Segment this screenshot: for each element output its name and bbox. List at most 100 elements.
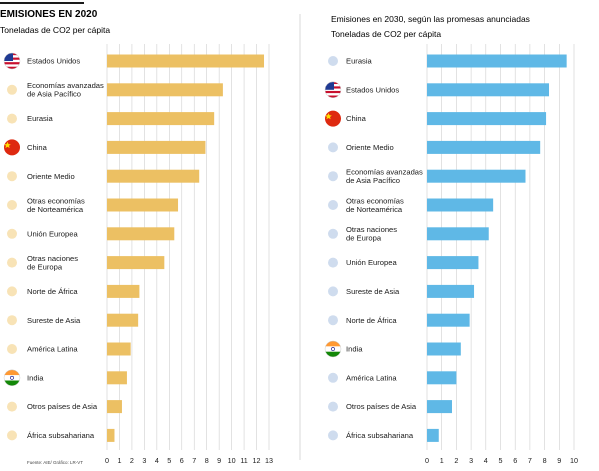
category-label: África subsahariana — [27, 431, 95, 440]
dot-icon — [7, 228, 17, 239]
bar — [427, 400, 452, 414]
dot-icon — [7, 200, 17, 210]
bar — [107, 140, 206, 154]
dot-icon — [328, 142, 338, 153]
dot-icon — [7, 286, 17, 297]
bar — [427, 428, 439, 442]
bar — [107, 83, 223, 97]
bar — [427, 256, 479, 270]
dot-icon — [328, 228, 338, 239]
bar — [107, 284, 140, 298]
x-tick-label: 7 — [192, 456, 196, 465]
bar — [427, 371, 457, 385]
category-label: Otras economías de Norteamérica — [27, 196, 85, 213]
us-flag-icon — [3, 52, 21, 70]
left-chart: Estados Unidos Economías avanzadas de Asia… — [3, 44, 273, 465]
bar — [427, 54, 567, 68]
dot-icon — [328, 171, 338, 182]
category-label: China — [27, 143, 48, 152]
x-tick-label: 1 — [440, 456, 444, 465]
category-label: Norte de África — [346, 316, 397, 325]
dot-icon — [328, 56, 338, 66]
category-label: América Latina — [27, 345, 78, 354]
dot-icon — [7, 401, 17, 412]
category-label: Otros países de Asia — [346, 402, 417, 411]
x-tick-label: 8 — [543, 456, 547, 465]
bar — [427, 83, 550, 97]
source-note: Fuente: AIE/ Gráfico: LR-VT — [27, 460, 83, 465]
category-label: Estados Unidos — [346, 85, 399, 94]
x-tick-label: 9 — [217, 456, 221, 465]
x-tick-label: 5 — [499, 456, 503, 465]
india-flag-icon — [324, 340, 342, 358]
us-flag-icon — [324, 81, 342, 99]
x-tick-label: 4 — [484, 456, 488, 465]
x-tick-label: 7 — [528, 456, 532, 465]
category-label: India — [346, 345, 363, 354]
bar — [427, 169, 526, 183]
dot-icon — [7, 344, 17, 354]
category-label: Oriente Medio — [346, 143, 394, 152]
x-tick-label: 10 — [570, 456, 578, 465]
category-label: Sureste de Asia — [27, 316, 81, 325]
category-label: Eurasia — [346, 57, 373, 66]
dot-icon — [7, 315, 17, 326]
dot-icon — [7, 113, 17, 124]
x-tick-label: 12 — [253, 456, 261, 465]
category-label: Economías avanzadas de Asia Pacífico — [27, 81, 104, 98]
china-flag-icon — [4, 139, 20, 156]
bar — [107, 54, 265, 68]
x-tick-label: 13 — [265, 456, 273, 465]
bar — [427, 198, 494, 212]
category-label: Otras naciones de Europa — [27, 254, 78, 271]
dot-icon — [7, 84, 17, 95]
dot-icon — [328, 200, 338, 210]
x-tick-label: 0 — [105, 456, 109, 465]
left-chart-subtitle: Toneladas de CO2 per cápita — [0, 25, 110, 35]
right-chart-subtitle: Toneladas de CO2 per cápita — [331, 29, 441, 39]
china-flag-icon — [325, 110, 341, 127]
right-chart: Eurasia Estados Unidos China Oriente Medio E… — [324, 44, 578, 465]
bar — [427, 140, 541, 154]
category-label: Norte de África — [27, 287, 78, 296]
left-chart-title: EMISIONES EN 2020 — [0, 9, 98, 20]
category-label: China — [346, 114, 367, 123]
bar — [107, 256, 165, 270]
bar — [427, 112, 547, 126]
x-tick-label: 4 — [155, 456, 159, 465]
bar — [107, 198, 179, 212]
category-label: Unión Europea — [346, 258, 397, 267]
india-flag-icon — [3, 369, 21, 387]
x-tick-label: 8 — [205, 456, 209, 465]
category-label: Sureste de Asia — [346, 287, 400, 296]
bar — [107, 313, 139, 327]
x-tick-label: 3 — [142, 456, 146, 465]
dot-icon — [328, 315, 338, 326]
bar — [107, 227, 175, 241]
category-label: América Latina — [346, 373, 397, 382]
bar — [107, 342, 131, 356]
bar — [107, 169, 200, 183]
x-tick-label: 2 — [130, 456, 134, 465]
category-label: África subsahariana — [346, 431, 414, 440]
bar — [107, 371, 127, 385]
dot-icon — [328, 286, 338, 297]
category-label: India — [27, 373, 44, 382]
x-tick-label: 9 — [557, 456, 561, 465]
category-label: Unión Europea — [27, 229, 78, 238]
bar — [427, 342, 461, 356]
dot-icon — [7, 257, 17, 268]
category-label: Eurasia — [27, 114, 54, 123]
x-tick-label: 6 — [513, 456, 517, 465]
dot-icon — [328, 430, 338, 441]
dot-icon — [7, 171, 17, 182]
dot-icon — [7, 430, 17, 441]
dot-icon — [328, 401, 338, 412]
bar — [427, 227, 489, 241]
x-tick-label: 6 — [180, 456, 184, 465]
bar — [107, 428, 115, 442]
x-tick-label: 2 — [454, 456, 458, 465]
x-tick-label: 0 — [425, 456, 429, 465]
right-chart-title: Emisiones en 2030, según las promesas an… — [331, 14, 530, 24]
